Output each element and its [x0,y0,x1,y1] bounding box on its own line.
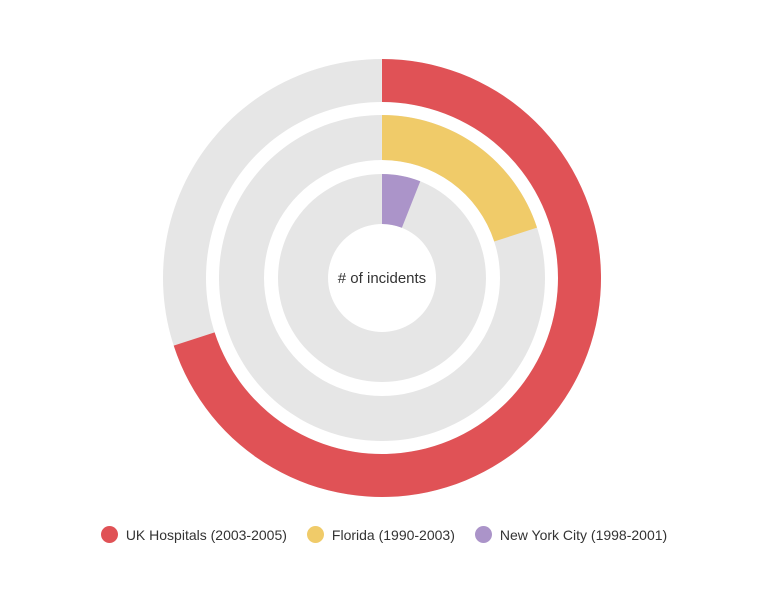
legend-item-florida[interactable]: Florida (1990-2003) [306,526,455,543]
bar-florida[interactable] [382,115,538,242]
track-group [163,59,602,497]
track-new-york-city [277,174,486,383]
legend-swatch-florida [306,526,324,543]
legend-item-new-york-city[interactable]: New York City (1998-2001) [474,526,668,543]
legend-item-uk-hospitals[interactable]: UK Hospitals (2003-2005) [100,526,287,543]
legend-label-new-york-city: New York City (1998-2001) [499,526,668,543]
bar-new-york-city[interactable] [382,174,421,228]
bar-group [173,59,601,497]
legend: UK Hospitals (2003-2005) Florida (1990-2… [0,526,768,543]
center-label: # of incidents [338,270,426,287]
legend-label-florida: Florida (1990-2003) [331,526,455,543]
legend-swatch-uk-hospitals [100,526,118,543]
legend-swatch-new-york-city [474,526,492,543]
legend-label-uk-hospitals: UK Hospitals (2003-2005) [125,526,287,543]
